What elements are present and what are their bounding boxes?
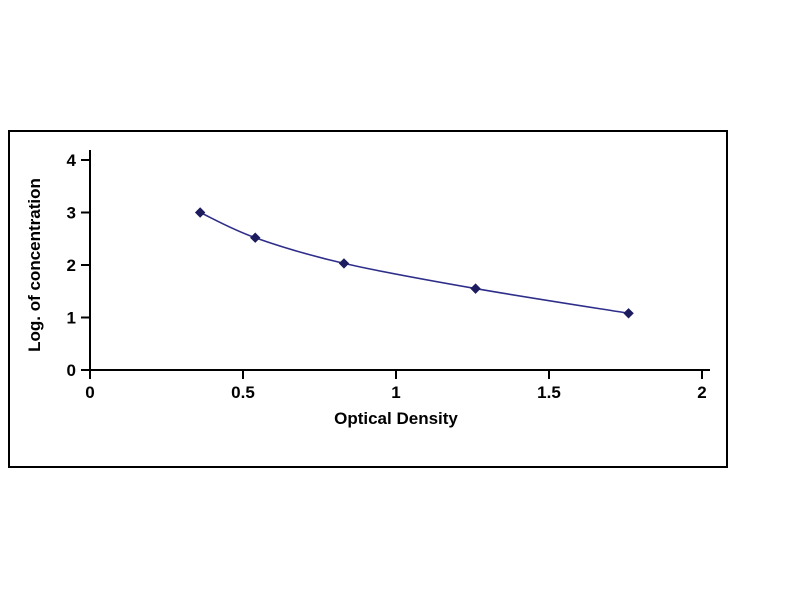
y-tick-label: 3 <box>67 204 76 223</box>
x-tick-label: 1.5 <box>537 383 561 402</box>
y-tick-label: 4 <box>67 151 77 170</box>
x-tick-label: 1 <box>391 383 400 402</box>
series-line <box>199 211 629 315</box>
x-tick-label: 0.5 <box>231 383 255 402</box>
x-axis-label: Optical Density <box>334 409 458 428</box>
ticks-layer: 0 0.5 1 1.5 2 0 1 2 3 4 <box>67 151 707 402</box>
y-tick-label: 1 <box>67 309 76 328</box>
y-tick-label: 0 <box>67 361 76 380</box>
y-tick-label: 2 <box>67 256 76 275</box>
x-tick-label: 0 <box>85 383 94 402</box>
data-series <box>194 207 634 319</box>
data-point-marker <box>470 283 481 294</box>
data-point-marker <box>338 258 350 269</box>
data-point-marker <box>623 308 634 319</box>
y-axis-label: Log. of concentration <box>25 178 44 352</box>
data-point-marker <box>194 207 206 218</box>
data-point-marker <box>250 232 261 243</box>
x-tick-label: 2 <box>697 383 706 402</box>
